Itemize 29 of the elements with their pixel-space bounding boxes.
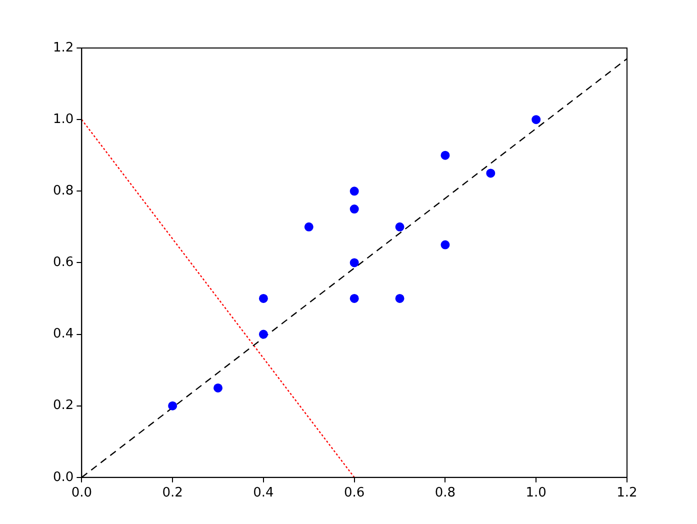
point [532,115,541,124]
y-tick-label: 0.4 [52,326,74,342]
y-tick-label: 0.6 [52,255,74,270]
point [304,222,314,232]
point [350,186,359,196]
point [350,204,359,214]
point [258,330,268,339]
point [258,294,268,303]
x-tick-label: 0.0 [71,486,92,501]
x-tick-label: 1.0 [526,486,546,501]
y-tick-label: 0.2 [52,398,74,414]
x-tick-label: 0.2 [162,486,183,501]
point [214,383,223,392]
y-tick-label: 1.2 [52,40,74,56]
x-tick-label: 0.4 [253,486,274,501]
point [350,258,359,268]
point [486,168,496,178]
x-tick-label: 1.2 [616,486,638,501]
x-tick-label: 0.6 [344,486,365,501]
point [440,240,450,250]
point [440,150,450,160]
x-tick-label: 0.8 [434,486,456,501]
point [395,222,404,232]
point [168,401,178,410]
y-tick-label: 0.0 [52,470,74,485]
y-tick-label: 1.0 [52,112,74,127]
point [350,294,359,303]
point [395,294,404,303]
y-tick-label: 0.8 [52,184,74,199]
